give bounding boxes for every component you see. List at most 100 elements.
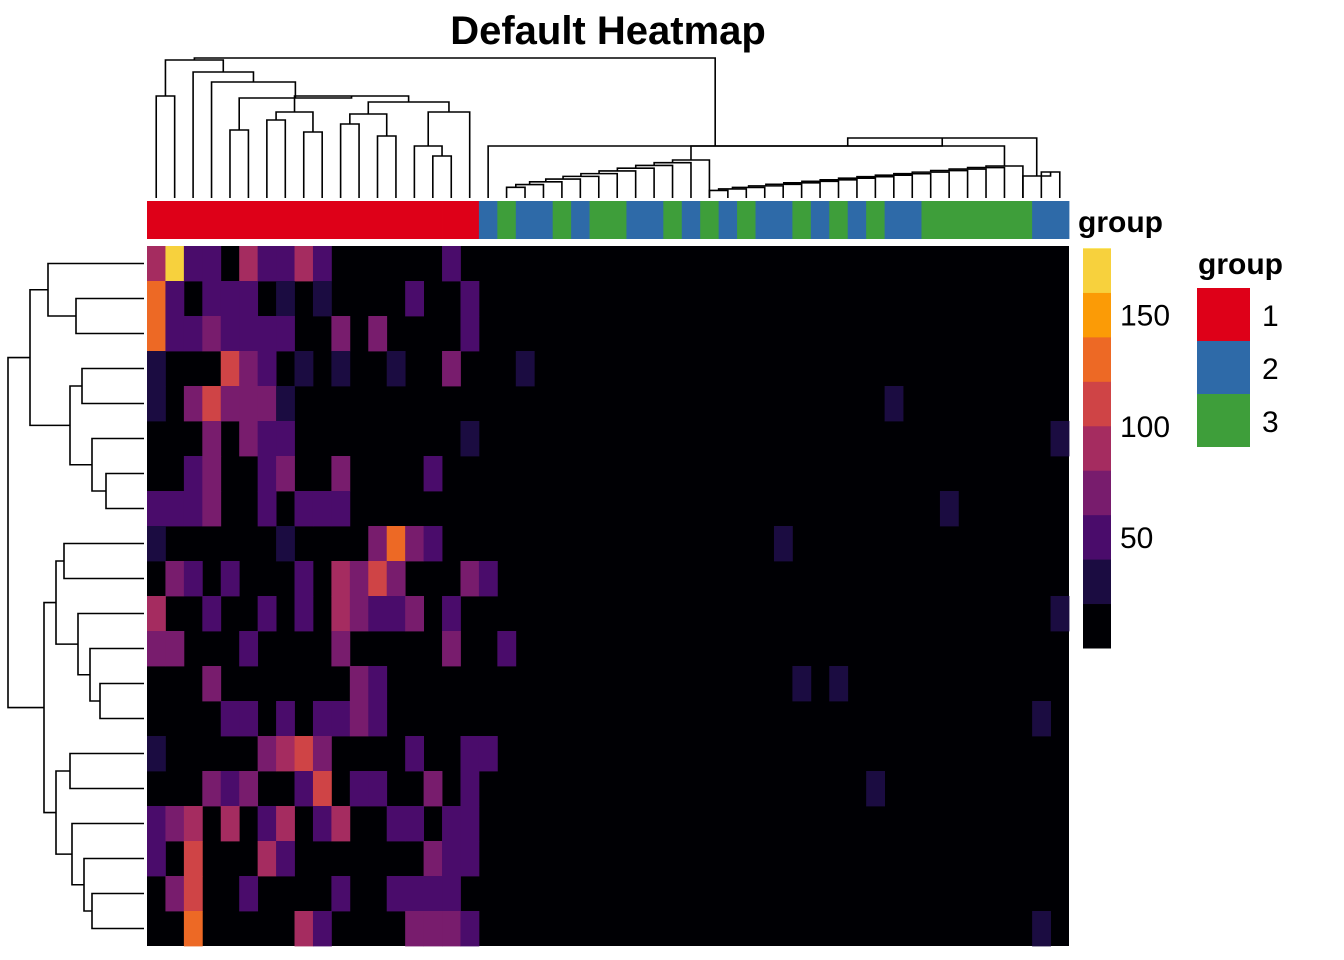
heatmap-cell — [331, 456, 351, 492]
heatmap-cell — [312, 771, 332, 807]
group-annotation-cell — [626, 201, 646, 239]
group-annotation-cell — [534, 201, 554, 239]
group-legend-swatch — [1197, 341, 1250, 394]
heatmap-cell — [405, 736, 424, 772]
heatmap-cell — [294, 491, 314, 527]
heatmap-cell — [478, 736, 498, 772]
group-legend-label: 1 — [1262, 300, 1279, 333]
heatmap-cell — [183, 246, 203, 282]
column-dendrogram-branch — [948, 168, 987, 198]
group-annotation-cell — [663, 201, 683, 239]
heatmap-cell — [165, 561, 185, 597]
heatmap-cell — [147, 596, 166, 632]
heatmap-cell — [294, 561, 314, 597]
heatmap-cell — [423, 456, 443, 492]
heatmap-cell — [1032, 701, 1051, 737]
heatmap-cell — [423, 526, 443, 562]
heatmap-cell — [239, 246, 259, 282]
heatmap-cell — [349, 701, 369, 737]
heatmap-cell — [405, 806, 424, 842]
heatmap-cell — [147, 491, 166, 527]
column-dendrogram-branch — [266, 119, 287, 198]
heatmap-cell — [220, 281, 240, 317]
heatmap-cell — [183, 456, 203, 492]
group-annotation-cell — [755, 201, 775, 239]
group-annotation-cell — [552, 201, 572, 239]
row-dendrogram-branch — [63, 542, 144, 580]
heatmap-cell — [312, 701, 332, 737]
group-annotation-cell — [386, 201, 406, 239]
row-dendrogram-branch — [77, 612, 144, 676]
group-annotation-cell — [442, 201, 461, 239]
heatmap-cell — [276, 701, 295, 737]
heatmap-cell — [312, 806, 332, 842]
heatmap-cell — [386, 351, 406, 387]
heatmap-cell — [276, 736, 295, 772]
heatmap-cell — [202, 596, 222, 632]
group-annotation-cell — [312, 201, 332, 239]
heatmap-cell — [1050, 596, 1070, 632]
color-scale-swatch — [1083, 559, 1111, 605]
group-annotation-cell — [884, 201, 904, 239]
heatmap-cell — [165, 876, 185, 912]
heatmap-cell — [276, 246, 295, 282]
heatmap-cell — [220, 386, 240, 422]
heatmap-cell — [239, 876, 259, 912]
group-annotation-cell — [810, 201, 830, 239]
heatmap-cell — [829, 666, 849, 702]
group-legend-label: 3 — [1262, 406, 1279, 439]
color-scale-swatch — [1083, 248, 1111, 293]
heatmap-cell — [220, 806, 240, 842]
heatmap-cell — [478, 561, 498, 597]
column-dendrogram-branch — [238, 96, 353, 130]
heatmap-cell — [349, 771, 369, 807]
heatmap-cell — [368, 316, 388, 352]
group-annotation-cell — [220, 201, 240, 239]
heatmap-cell — [331, 316, 351, 352]
heatmap-cell — [423, 876, 443, 912]
heatmap-cell — [276, 806, 295, 842]
heatmap-cell — [220, 561, 240, 597]
heatmap-cell — [460, 561, 480, 597]
heatmap-cell — [386, 806, 406, 842]
heatmap-cell — [460, 281, 480, 317]
group-annotation-cell — [737, 201, 756, 239]
heatmap-cell — [349, 596, 369, 632]
heatmap-cell — [276, 281, 295, 317]
heatmap-cell — [147, 246, 166, 282]
column-dendrogram-branch — [339, 123, 360, 198]
heatmap-cell — [386, 526, 406, 562]
column-dendrogram — [155, 57, 1061, 198]
group-annotation-cell — [423, 201, 443, 239]
heatmap-cell — [147, 386, 166, 422]
heatmap-cell — [1050, 421, 1070, 457]
heatmap-cell — [147, 316, 166, 352]
heatmap-cells — [147, 246, 1070, 947]
heatmap-cell — [239, 281, 259, 317]
heatmap-cell — [202, 281, 222, 317]
heatmap-cell — [460, 911, 480, 947]
heatmap-cell — [276, 526, 295, 562]
heatmap-cell — [331, 596, 351, 632]
column-dendrogram-branch — [432, 155, 453, 198]
heatmap-cell — [202, 421, 222, 457]
group-annotation-cell — [976, 201, 996, 239]
heatmap-cell — [165, 316, 185, 352]
group-annotation-cell — [294, 201, 314, 239]
heatmap-cell — [183, 806, 203, 842]
heatmap-cell — [202, 316, 222, 352]
heatmap-cell — [183, 876, 203, 912]
row-dendrogram-branch — [81, 367, 144, 405]
heatmap-cell — [423, 841, 443, 877]
heatmap-cell — [331, 561, 351, 597]
heatmap-cell — [165, 246, 185, 282]
heatmap-cell — [294, 246, 314, 282]
group-annotation-cell — [147, 201, 166, 239]
group-annotation-cell — [903, 201, 922, 239]
group-annotation-cell — [700, 201, 720, 239]
group-annotation-cell — [497, 201, 517, 239]
heatmap-cell — [294, 736, 314, 772]
heatmap-cell — [276, 316, 295, 352]
heatmap-cell — [939, 491, 959, 527]
heatmap-cell — [405, 526, 424, 562]
